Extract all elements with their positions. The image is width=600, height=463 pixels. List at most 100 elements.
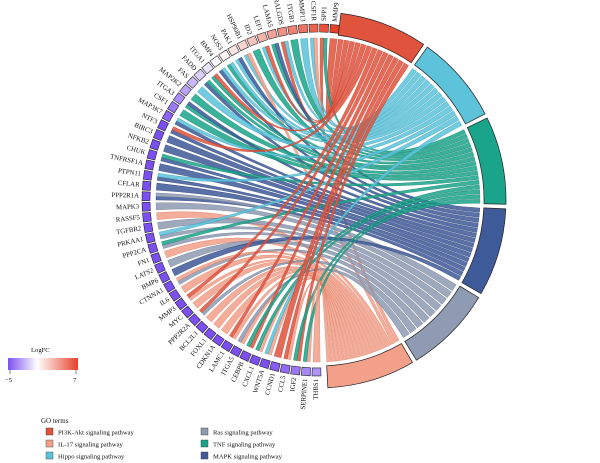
gene-box-FOXL1 bbox=[203, 327, 217, 341]
ribbon-MAP3K7-Hippo bbox=[176, 105, 454, 159]
gene-box-LAMA5 bbox=[266, 28, 278, 40]
gene-box-NOS3 bbox=[218, 49, 231, 62]
ribbon-MAPK3-Ras bbox=[155, 202, 452, 298]
gene-boxes bbox=[141, 23, 340, 377]
gene-box-FN1 bbox=[150, 252, 162, 264]
pathway-arcs bbox=[326, 13, 507, 389]
legend-label: PI3K-Akt signaling pathway bbox=[58, 429, 135, 436]
gene-box-IGF2 bbox=[290, 365, 301, 376]
legend-swatch bbox=[200, 439, 209, 448]
ribbon-RALGDS-Hippo bbox=[284, 40, 426, 132]
gene-label-IL6: IL6 bbox=[159, 296, 172, 308]
ribbon-FN1-IL-17 bbox=[164, 237, 389, 348]
legend-swatch bbox=[45, 451, 54, 460]
ribbon-NOS3-Hippo bbox=[229, 61, 443, 142]
gene-label-ID2: ID2 bbox=[242, 23, 253, 36]
pathway-arc-il-17 bbox=[326, 343, 413, 389]
ribbon-PPP2R1A-Ras bbox=[155, 192, 457, 291]
gene-label-PTPN11: PTPN11 bbox=[117, 168, 141, 178]
gene-box-MAP2K2 bbox=[179, 83, 192, 97]
gene-box-ITGB1 bbox=[287, 24, 298, 35]
ribbon-LAMA5-MAPK bbox=[274, 42, 480, 213]
legend-label: Hippo signaling pathway bbox=[58, 453, 125, 460]
gene-box-PTPN11 bbox=[142, 169, 153, 181]
gene-label-ITGB1: ITGB1 bbox=[285, 3, 295, 23]
gene-label-CCND1: CCND1 bbox=[264, 372, 276, 395]
gene-label-SPP1: SPP1 bbox=[321, 6, 329, 21]
gene-label-MAPK3: MAPK3 bbox=[116, 204, 140, 212]
gene-label-CHUK: CHUK bbox=[126, 145, 147, 157]
ribbon-PTPN11-MAPK bbox=[157, 176, 468, 267]
gene-box-IL6 bbox=[168, 289, 181, 302]
logfc-max-label: 7 bbox=[73, 377, 77, 384]
gene-label-CFLAR: CFLAR bbox=[117, 180, 140, 189]
gene-box-PPP2R1A bbox=[141, 191, 151, 201]
gene-box-LAMC1 bbox=[220, 339, 234, 353]
ribbon-CHUK-TNF bbox=[161, 153, 479, 187]
legend-label: Ras signaling pathway bbox=[213, 429, 273, 436]
gene-box-TNFRSF1A bbox=[144, 159, 155, 171]
gene-label-RALGDS: RALGDS bbox=[272, 0, 285, 26]
gene-box-ID2 bbox=[246, 35, 259, 47]
pathway-arc-ras bbox=[404, 285, 480, 361]
gene-box-CTNNA1 bbox=[163, 280, 176, 293]
gene-label-MMP13: MMP13 bbox=[297, 0, 306, 23]
gene-label-PPP2R1A: PPP2R1A bbox=[111, 192, 139, 200]
gene-label-CCL5: CCL5 bbox=[277, 374, 287, 392]
gene-box-BIRC3 bbox=[153, 128, 165, 141]
ribbon-FADD-TNF bbox=[206, 79, 476, 171]
legend-label: IL-17 signaling pathway bbox=[58, 441, 124, 448]
gene-box-SPP1 bbox=[319, 23, 329, 33]
ribbon-LATS2-Ras bbox=[167, 239, 430, 323]
ribbon-MMP13-Hippo bbox=[300, 38, 422, 130]
ribbon-PPP2R2A-PI3K-Akt bbox=[199, 49, 383, 314]
gene-label-THBS1: THBS1 bbox=[313, 379, 320, 400]
ribbon-BMP4-Hippo bbox=[221, 67, 447, 144]
gene-box-CHUK bbox=[146, 149, 158, 161]
gene-box-SERPINE1 bbox=[300, 366, 311, 377]
gene-box-TGFBR2 bbox=[143, 222, 154, 233]
gene-box-LEF1 bbox=[256, 31, 268, 43]
ribbon-TNFRSF1A-MAPK bbox=[158, 163, 470, 263]
gene-box-ITGA3 bbox=[172, 92, 186, 105]
chord-ribbons bbox=[155, 37, 481, 363]
gene-box-FAS bbox=[186, 75, 199, 89]
gene-box-NTF3 bbox=[157, 119, 169, 132]
ribbon-PTPN11-Hippo bbox=[157, 110, 457, 182]
legend-swatch bbox=[200, 427, 209, 436]
gene-label-PRKAA1: PRKAA1 bbox=[117, 236, 144, 249]
ribbon-WNT5A-Hippo bbox=[264, 120, 463, 355]
gene-box-PRKAA1 bbox=[145, 232, 156, 244]
logfc-min-label: −5 bbox=[5, 377, 13, 384]
gene-label-FN1: FN1 bbox=[137, 257, 151, 268]
ribbon-CCL5-PI3K-Akt bbox=[283, 59, 404, 360]
ribbon-TGFBR2-Ras bbox=[157, 218, 447, 305]
go-terms-legend: GO terms PI3K-Akt signaling pathway Ras s… bbox=[41, 417, 283, 460]
gene-box-CDKN1A bbox=[211, 333, 225, 347]
legend-swatch bbox=[45, 439, 54, 448]
gene-box-BCL2L1 bbox=[195, 320, 209, 334]
ribbon-NTF3-MAPK bbox=[170, 129, 476, 243]
gene-box-CXCL1 bbox=[249, 354, 261, 366]
gene-box-HSP90B1 bbox=[236, 39, 249, 52]
gene-label-CSF1R: CSF1R bbox=[309, 1, 317, 22]
gene-box-ITGA1 bbox=[201, 61, 215, 75]
gene-label-TNFRSF1A: TNFRSF1A bbox=[109, 153, 143, 167]
pathway-arc-hippo bbox=[414, 46, 486, 125]
ribbon-LEF1-PI3K-Akt bbox=[265, 42, 361, 123]
gene-box-MAPK3 bbox=[141, 201, 151, 212]
legend-label: MAPK signaling pathway bbox=[213, 453, 283, 460]
ribbon-CSF1-TNF bbox=[179, 109, 479, 181]
gene-box-WNT5A bbox=[259, 358, 271, 370]
gene-label-FAS: FAS bbox=[176, 67, 190, 80]
ribbon-MMP3-PI3K-Akt bbox=[186, 47, 378, 299]
ribbon-PPP2CA-TNF bbox=[161, 179, 480, 246]
gene-label-TGFBR2: TGFBR2 bbox=[116, 225, 143, 236]
gene-box-MMP13 bbox=[297, 24, 309, 34]
pathway-arc-mapk bbox=[461, 207, 507, 295]
gene-box-CSF1 bbox=[167, 100, 180, 114]
ribbon-CEBPB-TNF bbox=[246, 184, 480, 348]
logfc-gradient-bar bbox=[8, 358, 78, 370]
legend-swatch bbox=[200, 451, 209, 460]
gene-box-RASSF5 bbox=[142, 212, 152, 223]
